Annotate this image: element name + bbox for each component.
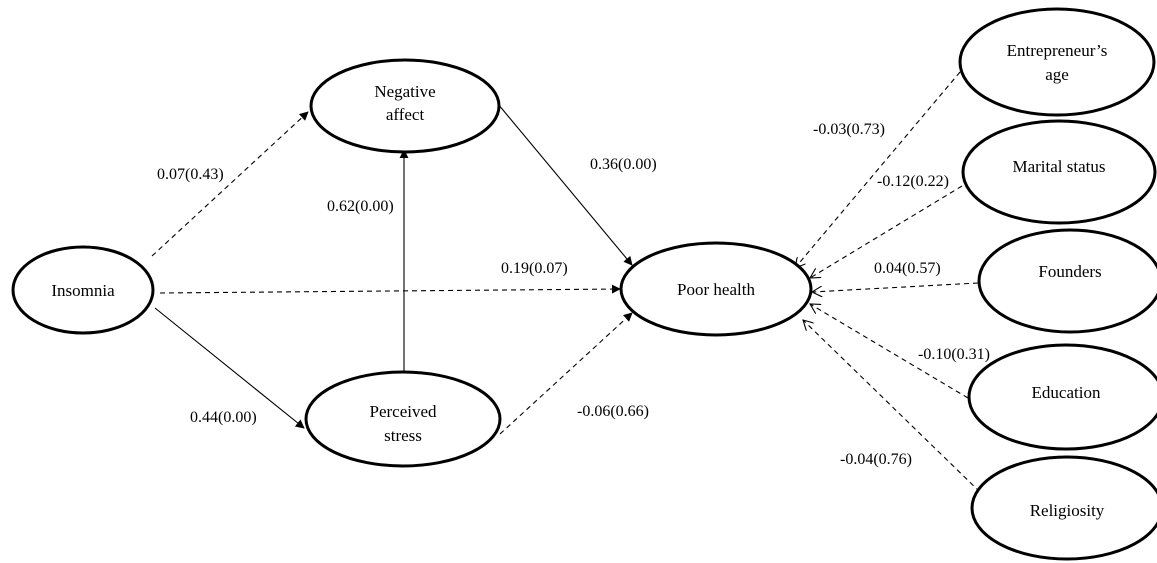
edge-insomnia-to-perceived-stress	[154, 307, 305, 429]
node-label-education: Education	[1032, 383, 1101, 402]
node-label-negative-affect-line2: affect	[386, 105, 425, 124]
edge-label-entrepreneurs-age-to-poor-health: -0.03(0.73)	[813, 121, 885, 138]
node-education: Education	[967, 343, 1157, 451]
edge-label-religiosity-to-poor-health: -0.04(0.76)	[840, 451, 912, 468]
edge-label-insomnia-to-perceived-stress: 0.44(0.00)	[190, 409, 257, 426]
node-poor-health: Poor health	[619, 241, 813, 337]
edge-insomnia-to-poor-health	[159, 284, 621, 294]
node-negative-affect: Negative affect	[309, 58, 501, 154]
edge-label-founders-to-poor-health: 0.04(0.57)	[874, 260, 941, 277]
node-label-poor-health: Poor health	[677, 280, 755, 299]
edge-label-insomnia-to-negative-affect: 0.07(0.43)	[157, 166, 224, 183]
edge-perceived-stress-to-poor-health	[499, 312, 633, 435]
edge-marital-status-to-poor-health	[810, 185, 963, 278]
node-label-entrepreneurs-age-line1: Entrepreneur’s	[1007, 41, 1108, 60]
edge-label-perceived-stress-to-negative-affect: 0.62(0.00)	[327, 198, 394, 215]
edge-label-perceived-stress-to-poor-health: -0.06(0.66)	[577, 403, 649, 420]
node-label-marital-status: Marital status	[1012, 157, 1105, 176]
node-founders: Founders	[977, 228, 1157, 334]
node-perceived-stress: Perceived stress	[304, 370, 502, 468]
edge-education-to-poor-health	[810, 304, 969, 399]
node-label-perceived-stress-line1: Perceived	[369, 402, 437, 421]
node-label-perceived-stress-line2: stress	[384, 426, 422, 445]
edge-label-insomnia-to-poor-health: 0.19(0.07)	[501, 260, 568, 277]
node-label-religiosity: Religiosity	[1030, 501, 1105, 520]
node-insomnia: Insomnia	[11, 245, 155, 335]
node-label-negative-affect-line1: Negative	[374, 82, 435, 101]
edge-founders-to-poor-health	[812, 282, 979, 292]
edge-negative-affect-to-poor-health	[497, 103, 633, 266]
edge-insomnia-to-negative-affect	[151, 111, 309, 257]
node-entrepreneurs-age: Entrepreneur’s age	[958, 7, 1156, 117]
edge-label-negative-affect-to-poor-health: 0.36(0.00)	[590, 156, 657, 173]
edge-label-marital-status-to-poor-health: -0.12(0.22)	[877, 173, 949, 190]
node-religiosity: Religiosity	[970, 455, 1157, 561]
node-label-founders: Founders	[1038, 262, 1101, 281]
edge-labels: 0.07(0.43) 0.44(0.00) 0.19(0.07) 0.62(0.…	[157, 121, 990, 468]
edge-label-education-to-poor-health: -0.10(0.31)	[918, 346, 990, 363]
node-label-insomnia: Insomnia	[51, 281, 115, 300]
edge-entrepreneurs-age-to-poor-health	[795, 71, 961, 268]
edges	[151, 71, 981, 493]
node-label-entrepreneurs-age-line2: age	[1045, 65, 1069, 84]
node-marital-status: Marital status	[961, 119, 1157, 225]
